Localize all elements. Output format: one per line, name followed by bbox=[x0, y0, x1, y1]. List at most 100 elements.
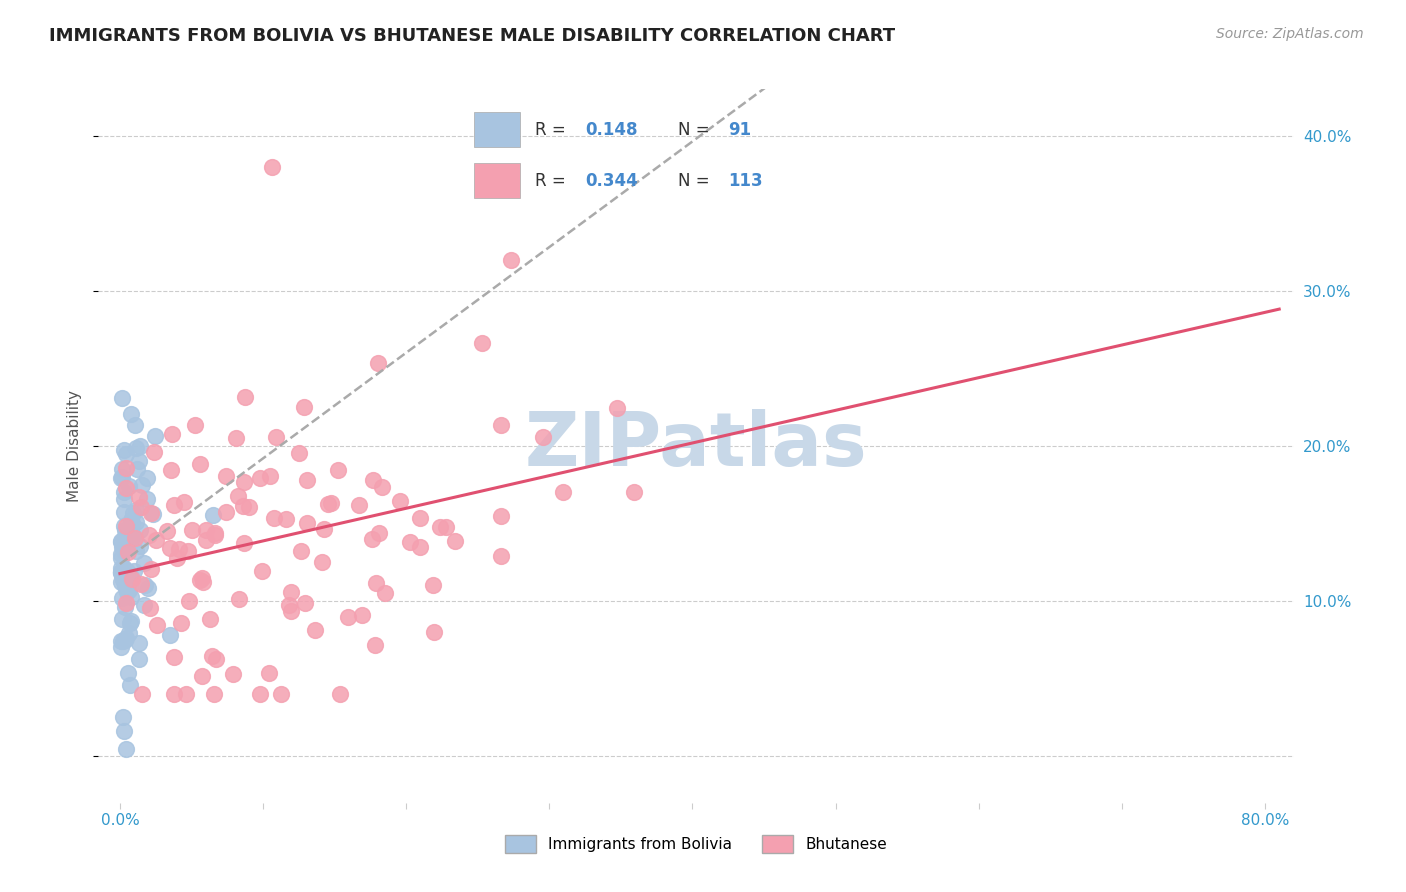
Point bbox=[429, 519, 451, 533]
Point bbox=[136, 492, 159, 507]
Point bbox=[128, 490, 150, 504]
Point bbox=[131, 478, 153, 492]
Point bbox=[111, 612, 134, 626]
Point bbox=[117, 534, 139, 549]
Point bbox=[163, 498, 186, 512]
Point bbox=[364, 638, 387, 652]
Legend: Immigrants from Bolivia, Bhutanese: Immigrants from Bolivia, Bhutanese bbox=[499, 829, 893, 859]
Point bbox=[112, 633, 135, 648]
Point bbox=[226, 489, 249, 503]
Point bbox=[111, 469, 134, 483]
Point bbox=[115, 632, 138, 646]
Point bbox=[115, 460, 138, 475]
Point bbox=[110, 565, 132, 579]
Point bbox=[278, 598, 301, 612]
Point bbox=[110, 565, 132, 579]
Point bbox=[114, 632, 136, 647]
Point bbox=[146, 617, 169, 632]
Point bbox=[321, 496, 343, 510]
Point bbox=[162, 650, 184, 665]
Point bbox=[112, 561, 135, 575]
Point bbox=[115, 447, 138, 461]
Point bbox=[422, 577, 444, 591]
Point bbox=[112, 573, 135, 587]
Point bbox=[336, 609, 359, 624]
Point bbox=[314, 522, 336, 536]
Point bbox=[117, 566, 139, 581]
Point bbox=[110, 640, 132, 654]
Point bbox=[111, 461, 134, 475]
Point bbox=[188, 458, 211, 472]
Point bbox=[129, 576, 152, 591]
Point bbox=[388, 493, 411, 508]
Point bbox=[114, 579, 136, 593]
Point bbox=[188, 573, 211, 587]
Point bbox=[174, 687, 197, 701]
Point bbox=[195, 523, 218, 537]
Point bbox=[138, 581, 160, 595]
Point bbox=[120, 677, 142, 691]
Point bbox=[166, 550, 188, 565]
Point bbox=[491, 549, 513, 563]
Point bbox=[118, 582, 141, 597]
Point bbox=[145, 533, 167, 548]
Point bbox=[326, 463, 349, 477]
Point bbox=[361, 533, 384, 547]
Point bbox=[112, 723, 135, 738]
Point bbox=[112, 541, 135, 555]
Point bbox=[409, 511, 432, 525]
Point bbox=[124, 531, 146, 545]
Point bbox=[399, 535, 422, 549]
Point bbox=[110, 471, 132, 485]
Point bbox=[489, 509, 512, 524]
Point bbox=[121, 516, 143, 530]
Point bbox=[120, 573, 142, 587]
Point bbox=[112, 485, 135, 500]
Point bbox=[276, 511, 298, 525]
Point bbox=[131, 687, 153, 701]
Point bbox=[112, 505, 135, 519]
Point bbox=[128, 454, 150, 468]
Text: ZIPatlas: ZIPatlas bbox=[524, 409, 868, 483]
Point bbox=[409, 540, 432, 554]
Point bbox=[434, 520, 457, 534]
Point bbox=[294, 596, 316, 610]
Point bbox=[367, 356, 389, 370]
Point bbox=[120, 524, 142, 539]
Point bbox=[112, 443, 135, 458]
Point bbox=[221, 666, 243, 681]
Point bbox=[190, 669, 212, 683]
Point bbox=[553, 484, 575, 499]
Point bbox=[122, 507, 145, 521]
Point bbox=[128, 523, 150, 537]
Point bbox=[184, 417, 207, 432]
Point bbox=[191, 571, 214, 585]
Point bbox=[162, 426, 184, 441]
Point bbox=[115, 564, 138, 578]
Point bbox=[139, 506, 162, 520]
Point bbox=[159, 541, 181, 555]
Point bbox=[117, 529, 139, 543]
Point bbox=[181, 523, 204, 537]
Point bbox=[159, 628, 181, 642]
Point bbox=[198, 612, 221, 626]
Point bbox=[121, 529, 143, 543]
Point bbox=[501, 252, 523, 267]
Point bbox=[110, 575, 132, 590]
Point bbox=[371, 480, 394, 494]
Point bbox=[160, 463, 183, 477]
Point bbox=[120, 520, 142, 534]
Point bbox=[297, 474, 319, 488]
Point bbox=[366, 576, 388, 591]
Point bbox=[295, 516, 318, 530]
Point bbox=[117, 531, 139, 545]
Point bbox=[249, 687, 271, 701]
Point bbox=[142, 508, 165, 522]
Point bbox=[225, 432, 247, 446]
Point bbox=[443, 534, 465, 549]
Point bbox=[110, 547, 132, 561]
Point bbox=[280, 604, 302, 618]
Point bbox=[124, 417, 146, 432]
Point bbox=[135, 471, 157, 485]
Point bbox=[138, 527, 160, 541]
